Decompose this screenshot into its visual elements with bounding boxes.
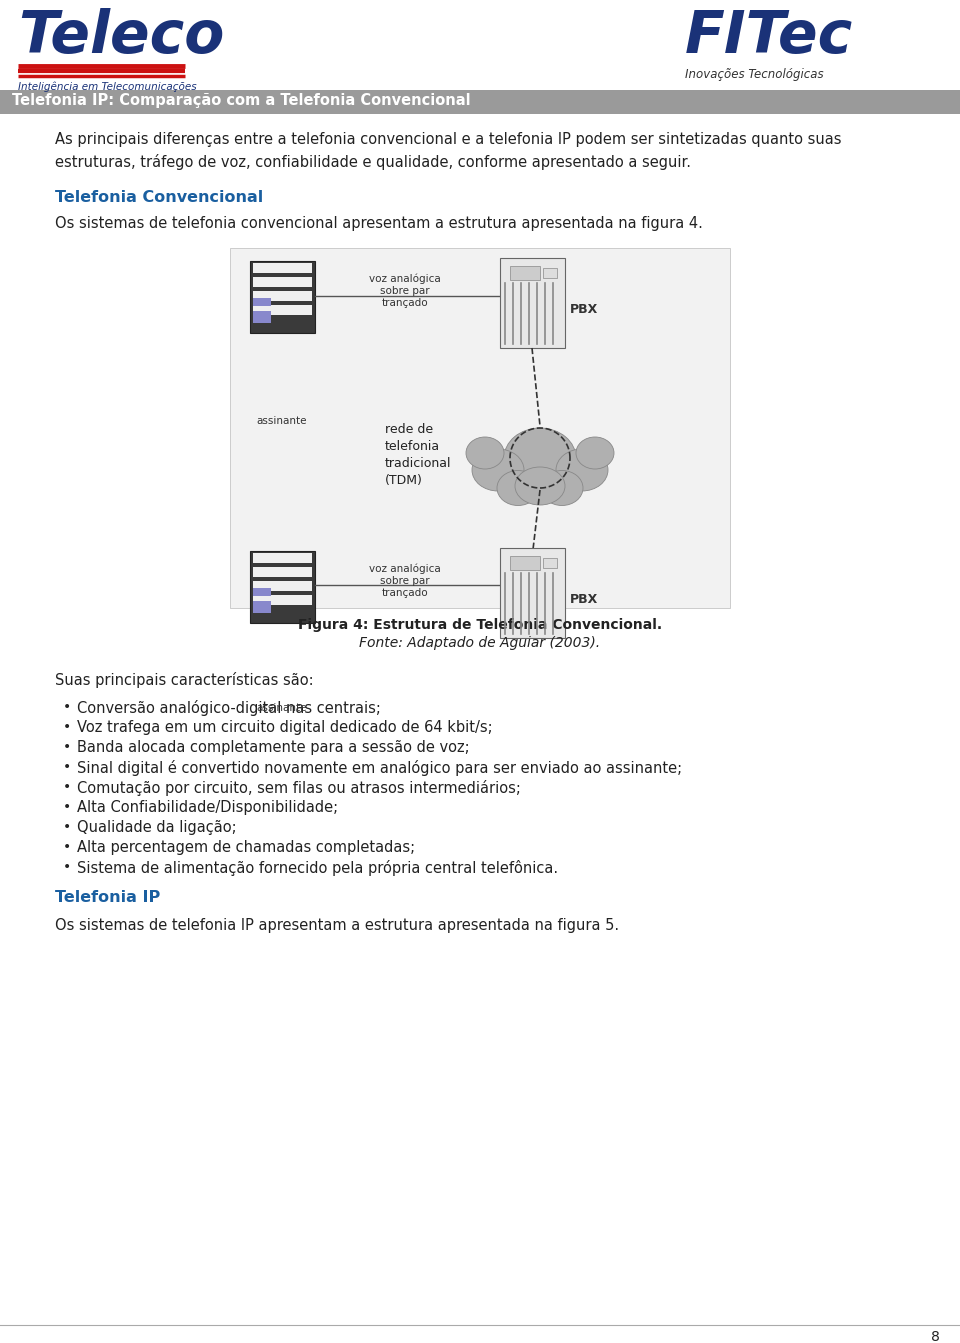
Text: assinante: assinante	[256, 702, 307, 713]
Text: Os sistemas de telefonia IP apresentam a estrutura apresentada na figura 5.: Os sistemas de telefonia IP apresentam a…	[55, 919, 619, 933]
Ellipse shape	[541, 470, 583, 505]
Bar	[230, 248, 730, 608]
Text: Comutação por circuito, sem filas ou atrasos intermediários;: Comutação por circuito, sem filas ou atr…	[77, 780, 521, 796]
Bar	[500, 258, 565, 348]
Text: Figura 4: Estrutura de Telefonia Convencional.: Figura 4: Estrutura de Telefonia Convenc…	[298, 618, 662, 633]
Text: Qualidade da ligação;: Qualidade da ligação;	[77, 821, 236, 835]
Text: •: •	[62, 720, 71, 735]
Text: Fonte: Adaptado de Aguiar (2003).: Fonte: Adaptado de Aguiar (2003).	[359, 637, 601, 650]
Bar	[253, 582, 312, 591]
Text: Alta Confiabilidade/Disponibilidade;: Alta Confiabilidade/Disponibilidade;	[77, 800, 338, 815]
Text: Os sistemas de telefonia convencional apresentam a estrutura apresentada na figu: Os sistemas de telefonia convencional ap…	[55, 216, 703, 231]
Bar	[250, 551, 315, 623]
Ellipse shape	[466, 436, 504, 469]
Text: •: •	[62, 760, 71, 774]
Bar	[510, 556, 540, 569]
Ellipse shape	[576, 436, 614, 469]
Bar	[253, 602, 271, 612]
Text: Banda alocada completamente para a sessão de voz;: Banda alocada completamente para a sessã…	[77, 740, 469, 755]
Bar	[500, 548, 565, 638]
Text: •: •	[62, 700, 71, 714]
Ellipse shape	[497, 470, 539, 505]
Text: •: •	[62, 780, 71, 794]
Text: Sinal digital é convertido novamente em analógico para ser enviado ao assinante;: Sinal digital é convertido novamente em …	[77, 760, 683, 776]
Text: •: •	[62, 800, 71, 814]
Bar	[253, 553, 312, 563]
Text: Alta percentagem de chamadas completadas;: Alta percentagem de chamadas completadas…	[77, 839, 415, 855]
Text: Teleco: Teleco	[18, 8, 225, 64]
Ellipse shape	[515, 467, 565, 505]
Text: assinante: assinante	[256, 416, 307, 426]
Text: PBX: PBX	[570, 594, 598, 606]
Bar	[253, 567, 312, 577]
Text: Telefonia IP: Telefonia IP	[55, 890, 160, 905]
Ellipse shape	[556, 449, 608, 492]
Ellipse shape	[504, 428, 576, 488]
Text: As principais diferenças entre a telefonia convencional e a telefonia IP podem s: As principais diferenças entre a telefon…	[55, 132, 842, 171]
Text: Telefonia Convencional: Telefonia Convencional	[55, 189, 263, 205]
Bar	[510, 266, 540, 279]
Text: Conversão analógico-digital nas centrais;: Conversão analógico-digital nas centrais…	[77, 700, 381, 716]
Bar	[253, 298, 271, 306]
Text: •: •	[62, 860, 71, 874]
Bar	[253, 312, 271, 324]
Text: •: •	[62, 740, 71, 753]
Bar	[250, 261, 315, 333]
Text: voz analógica
sobre par
trançado: voz analógica sobre par trançado	[370, 563, 441, 598]
Text: •: •	[62, 839, 71, 854]
Text: Telefonia IP: Comparação com a Telefonia Convencional: Telefonia IP: Comparação com a Telefonia…	[12, 93, 470, 107]
Bar	[253, 305, 312, 316]
Text: voz analógica
sobre par
trançado: voz analógica sobre par trançado	[370, 273, 441, 309]
Text: rede de
telefonia
tradicional
(TDM): rede de telefonia tradicional (TDM)	[385, 423, 451, 488]
Bar	[543, 269, 557, 278]
Bar	[0, 90, 960, 114]
Bar	[253, 588, 271, 596]
Text: Sistema de alimentação fornecido pela própria central telefônica.: Sistema de alimentação fornecido pela pr…	[77, 860, 558, 876]
Bar	[253, 277, 312, 287]
Text: Suas principais características são:: Suas principais características são:	[55, 672, 314, 688]
Ellipse shape	[472, 449, 524, 492]
Text: FITec: FITec	[685, 8, 853, 64]
Text: Voz trafega em um circuito digital dedicado de 64 kbit/s;: Voz trafega em um circuito digital dedic…	[77, 720, 492, 735]
Text: Inovações Tecnológicas: Inovações Tecnológicas	[685, 68, 824, 81]
Text: •: •	[62, 821, 71, 834]
Bar	[543, 557, 557, 568]
Text: 8: 8	[931, 1330, 940, 1343]
Text: PBX: PBX	[570, 304, 598, 316]
Bar	[253, 291, 312, 301]
Bar	[253, 263, 312, 273]
Bar	[253, 595, 312, 604]
Text: Inteligência em Telecomunicações: Inteligência em Telecomunicações	[18, 82, 197, 93]
